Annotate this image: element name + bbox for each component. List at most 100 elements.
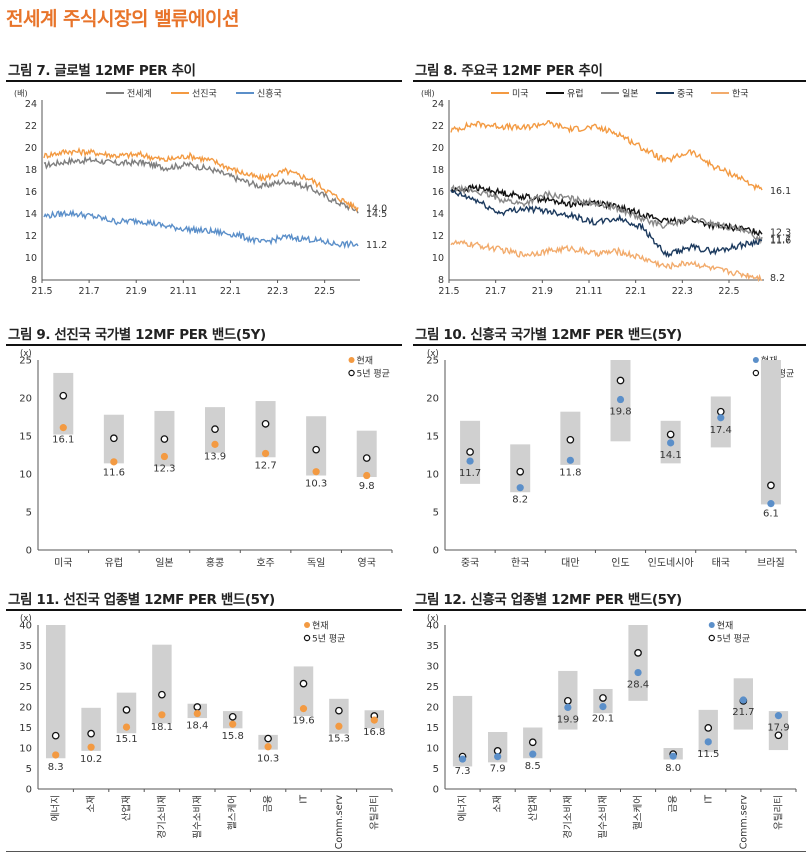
current-value-label: 16.1 [52, 435, 74, 446]
y-tick-label: 10 [25, 253, 37, 264]
band-bar [628, 625, 648, 701]
current-marker [229, 720, 237, 728]
band-bar [760, 360, 781, 505]
y-tick-label: 24 [432, 99, 444, 110]
y-tick-label: 20 [25, 143, 37, 154]
end-value-label: 14.0 [366, 204, 387, 215]
y-tick-label: 5 [26, 508, 32, 519]
y-tick-label: 20 [19, 703, 32, 714]
band-bar [293, 666, 314, 717]
y-tick-label: 30 [426, 662, 439, 673]
current-value-label: 7.9 [490, 764, 506, 775]
band-bar [255, 401, 276, 458]
avg-marker [599, 694, 607, 702]
y-unit-label: (x) [427, 614, 439, 624]
panel-fig10-header: 그림 10. 신흥국 국가별 12MF PER 밴드(5Y) [413, 322, 806, 346]
y-unit-label: (x) [20, 614, 32, 624]
x-category-label: 인도네시아 [648, 557, 694, 569]
page-title: 전세계 주식시장의 밸류에이션 [6, 8, 239, 30]
legend-current-label: 현재 [717, 621, 734, 632]
current-marker [494, 753, 502, 761]
x-tick-label: 22.1 [220, 286, 241, 297]
x-tick-label: 22.5 [718, 286, 739, 297]
legend-label: 유럽 [567, 89, 584, 100]
y-tick-label: 15 [426, 723, 439, 734]
series-line-유럽 [450, 183, 763, 237]
fig12-band-chart: (x) 0 5 10 15 20 25 30 35 40 현재 5년 평균 7.3 에너지 7.9 소재 8.5… [426, 614, 797, 849]
x-category-label: 유틸리티 [772, 795, 784, 830]
x-category-label: 헬스케어 [228, 795, 239, 830]
legend-current-label: 현재 [357, 356, 374, 367]
current-marker [566, 456, 574, 464]
fig10-title: 그림 10. 신흥국 국가별 12MF PER 밴드(5Y) [415, 327, 682, 343]
band-bar [710, 396, 731, 448]
series-line-신흥국 [43, 208, 359, 250]
y-tick-label: 35 [426, 641, 439, 652]
panel-fig9-header: 그림 9. 선진국 국가별 12MF PER 밴드(5Y) [6, 322, 402, 346]
x-tick-label: 21.9 [532, 286, 553, 297]
current-marker [312, 468, 320, 476]
panel-fig12-header: 그림 12. 신흥국 업종별 12MF PER 밴드(5Y) [413, 587, 806, 611]
y-tick-label: 20 [426, 394, 439, 405]
x-category-label: 홍콩 [206, 556, 224, 569]
x-category-label: IT [703, 795, 714, 804]
series-line-미국 [450, 120, 763, 192]
current-value-label: 17.9 [767, 723, 789, 734]
y-tick-label: 10 [426, 744, 439, 755]
avg-marker [261, 419, 270, 428]
x-category-label: 금융 [263, 795, 274, 813]
x-category-label: 소재 [86, 795, 97, 812]
x-category-label: 산업재 [121, 795, 133, 821]
current-value-label: 11.5 [697, 749, 719, 760]
series-line-선진국 [43, 146, 359, 213]
x-category-label: 경기소비재 [562, 795, 574, 839]
current-marker [87, 743, 95, 751]
band-bar [45, 625, 66, 759]
end-value-label: 8.2 [770, 273, 785, 284]
series-line-한국 [450, 239, 763, 283]
band-bar [53, 372, 74, 435]
panel-fig11-header: 그림 11. 선진국 업종별 12MF PER 밴드(5Y) [6, 587, 402, 611]
current-marker [774, 712, 783, 720]
current-value-label: 20.1 [592, 714, 614, 725]
panel-fig9: 그림 9. 선진국 국가별 12MF PER 밴드(5Y) (x) 0 5 10 15 2… [6, 322, 402, 584]
y-tick-label: 24 [25, 99, 37, 110]
fig8-line-chart: (배) 8 10 12 14 16 18 20 22 24 21.5 21.7 21.9 21.11 22.… [421, 89, 791, 298]
current-marker [110, 458, 118, 466]
current-marker [599, 702, 607, 711]
x-tick-label: 22.5 [314, 286, 335, 297]
current-marker [370, 716, 378, 724]
x-category-label: 중국 [461, 557, 479, 569]
current-value-label: 19.6 [292, 716, 314, 727]
legend-current-dot [708, 622, 715, 628]
y-tick-label: 0 [433, 785, 439, 796]
x-tick-label: 22.3 [672, 286, 693, 297]
panel-fig7: 그림 7. 글로벌 12MF PER 추이 (배) 8 10 12 14 16 18 20 22… [6, 58, 402, 303]
current-marker [299, 705, 308, 713]
avg-marker [51, 731, 60, 740]
current-marker [122, 723, 131, 731]
x-category-label: 소재 [493, 795, 504, 812]
fig11-band-chart: (x) 0 5 10 15 20 25 30 35 40 현재 5년 평균 8.3 에너지 10.2 소재 15… [19, 614, 393, 849]
legend-current-dot [752, 357, 759, 363]
y-tick-label: 15 [426, 432, 439, 443]
y-tick-label: 25 [426, 356, 439, 367]
legend-label: 미국 [512, 89, 529, 100]
y-tick-label: 20 [19, 394, 32, 405]
x-category-label: 산업재 [527, 795, 539, 821]
y-tick-label: 16 [432, 187, 444, 198]
legend-avg-dot [752, 369, 760, 377]
band-bar [81, 707, 101, 751]
end-value-label: 12.3 [770, 228, 791, 239]
x-category-label: 대만 [561, 557, 579, 569]
y-tick-label: 10 [19, 470, 32, 481]
fig9-band-chart: (x) 0 5 10 15 20 25 현재 5년 평균 16.1 미국 11.6 유럽 12.3 일본 13… [19, 349, 393, 569]
current-marker [264, 743, 272, 751]
legend-avg-label: 5년 평균 [312, 634, 345, 645]
y-tick-label: 5 [433, 764, 439, 775]
y-tick-label: 0 [433, 546, 439, 557]
x-category-label: 일본 [155, 557, 173, 569]
current-marker [160, 452, 169, 461]
legend-label: 중국 [677, 89, 694, 100]
